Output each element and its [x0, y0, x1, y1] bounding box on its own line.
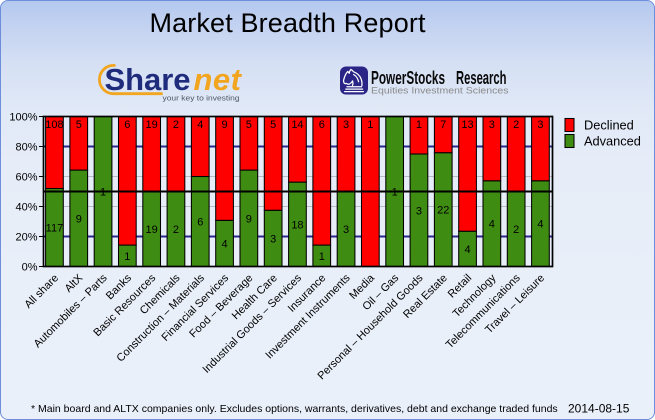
svg-text:5: 5 — [76, 119, 82, 131]
svg-text:3: 3 — [343, 119, 349, 131]
svg-text:108: 108 — [45, 119, 63, 131]
svg-text:PowerStocks: PowerStocks — [371, 67, 445, 88]
svg-text:4: 4 — [489, 219, 495, 231]
svg-text:13: 13 — [461, 119, 473, 131]
svg-text:117: 117 — [46, 223, 64, 235]
svg-text:3: 3 — [343, 224, 349, 236]
svg-text:2: 2 — [173, 224, 179, 236]
svg-text:Research: Research — [456, 67, 507, 88]
svg-text:1: 1 — [319, 251, 325, 263]
svg-text:2014-08-15: 2014-08-15 — [568, 402, 630, 416]
svg-text:5: 5 — [270, 119, 276, 131]
svg-text:* Main board and ALTX companie: * Main board and ALTX companies only. Ex… — [31, 403, 558, 415]
svg-text:Share: Share — [105, 62, 191, 97]
svg-text:net: net — [194, 62, 243, 97]
svg-text:19: 19 — [146, 224, 158, 236]
svg-text:4: 4 — [221, 238, 227, 250]
svg-text:4: 4 — [464, 244, 470, 256]
svg-text:3: 3 — [270, 233, 276, 245]
svg-text:4: 4 — [537, 219, 543, 231]
svg-text:3: 3 — [489, 119, 495, 131]
svg-text:your key to investing: your key to investing — [163, 95, 240, 102]
svg-text:Equities Investment Sciences: Equities Investment Sciences — [371, 86, 509, 97]
svg-text:18: 18 — [291, 219, 303, 231]
svg-text:22: 22 — [437, 205, 449, 217]
svg-text:100%: 100% — [9, 112, 37, 124]
svg-text:1: 1 — [367, 119, 373, 131]
svg-text:4: 4 — [197, 119, 203, 131]
svg-text:7: 7 — [440, 119, 446, 131]
svg-text:3: 3 — [537, 119, 543, 131]
svg-text:All share: All share — [22, 272, 61, 311]
svg-text:9: 9 — [246, 213, 252, 225]
svg-text:Declined: Declined — [584, 117, 634, 132]
svg-text:14: 14 — [291, 119, 303, 131]
svg-text:6: 6 — [319, 119, 325, 131]
svg-text:5: 5 — [246, 119, 252, 131]
svg-text:Advanced: Advanced — [584, 133, 641, 148]
svg-text:40%: 40% — [15, 202, 37, 214]
svg-text:60%: 60% — [15, 172, 37, 184]
svg-text:6: 6 — [197, 217, 203, 229]
svg-text:0%: 0% — [22, 262, 38, 274]
svg-text:2: 2 — [513, 119, 519, 131]
svg-text:9: 9 — [221, 119, 227, 131]
svg-text:9: 9 — [76, 213, 82, 225]
svg-text:3: 3 — [416, 205, 422, 217]
svg-text:2: 2 — [513, 224, 519, 236]
svg-text:20%: 20% — [15, 232, 37, 244]
svg-text:19: 19 — [146, 119, 158, 131]
svg-text:6: 6 — [124, 119, 130, 131]
svg-text:80%: 80% — [15, 142, 37, 154]
svg-text:Market Breadth Report: Market Breadth Report — [150, 8, 426, 38]
svg-text:1: 1 — [416, 119, 422, 131]
svg-text:2: 2 — [173, 119, 179, 131]
svg-text:1: 1 — [124, 251, 130, 263]
